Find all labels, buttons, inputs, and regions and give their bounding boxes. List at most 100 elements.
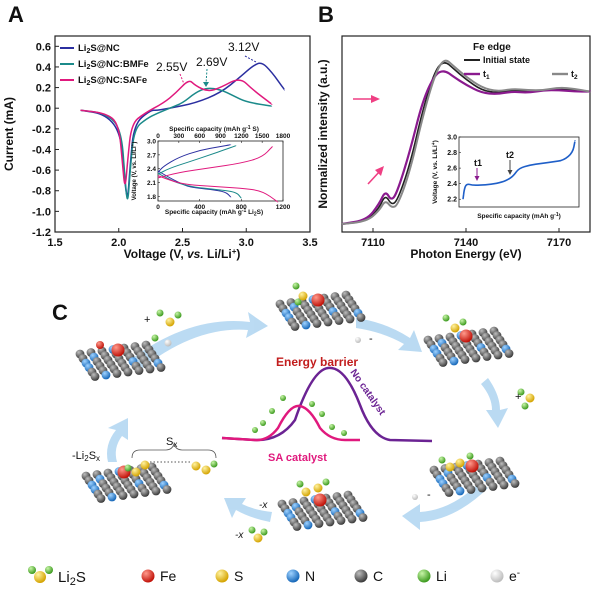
lithium-atom — [45, 566, 53, 574]
graphene-substrate — [81, 462, 172, 503]
panel-a-xtick-label: 2.5 — [175, 237, 190, 249]
energy-diagram: Energy barrier No catalyst SA catalyst — [221, 355, 433, 464]
legend-label-fe: Fe — [160, 568, 177, 584]
sulfur-atom — [253, 533, 263, 543]
lithium-atom — [252, 427, 258, 433]
carbon-atom — [314, 519, 324, 528]
panel-b-xtick-label: 7110 — [361, 237, 385, 249]
annotation-2-69v: 2.69V — [196, 55, 227, 69]
sulfur-atom — [165, 317, 175, 327]
carbon-atom — [290, 322, 300, 331]
inset-b-t2: t2 — [506, 150, 514, 160]
inset-a-ytick-label: 2.1 — [147, 180, 156, 187]
sx-label: Sx — [166, 436, 177, 449]
plus-e-label: + — [144, 314, 150, 326]
panel-b-chart: 7110 7140 7170 Normalized intensity (a.u.)… — [316, 35, 592, 261]
inset-a-discharge-curve — [157, 170, 232, 198]
legend-initial-state: Initial state — [483, 55, 530, 65]
minus-li-label-2: - — [427, 489, 431, 501]
series-li2s-nc-safe — [80, 79, 273, 185]
carbon-atom — [444, 488, 454, 497]
panel-a-xtick-label: 2.0 — [111, 237, 126, 249]
sulfur-atom — [455, 458, 465, 468]
carbon-atom — [466, 485, 476, 494]
carbon-atom — [510, 479, 520, 488]
graphene-substrate — [75, 340, 166, 381]
carbon-atom — [488, 482, 498, 491]
panel-b-ylabel: Normalized intensity (a.u.) — [316, 59, 330, 208]
carbon-atom — [336, 516, 346, 525]
lithium-atom — [459, 318, 467, 326]
panel-a-ytick-label: -0.6 — [32, 165, 51, 177]
inset-a-xtick-label: 800 — [236, 204, 247, 211]
sulfur-atom — [140, 460, 150, 470]
li-atom-icon — [417, 569, 431, 583]
inset-b-ylabel: Voltage (V, vs. Li/Li+) — [431, 140, 439, 204]
carbon-atom — [460, 355, 470, 364]
fe-atom-icon — [141, 569, 155, 583]
legend-li2s-nc-bmfe: Li2S@NC:BMFe — [78, 59, 149, 71]
inset-a-x2tick-label: 600 — [194, 133, 205, 140]
carbon-atom — [358, 513, 368, 522]
legend-label-s: S — [234, 568, 243, 584]
graphene-substrate — [423, 326, 514, 367]
lithium-atom — [442, 314, 450, 322]
panel-c-letter: C — [52, 300, 68, 325]
panel-a-ytick-label: -1.2 — [32, 227, 51, 239]
inset-a-ylabel: Voltage (V, vs. Li/Li+) — [130, 142, 138, 201]
panel-b-xlabel: Photon Energy (eV) — [410, 247, 521, 261]
panel-a-ytick-label: 0.4 — [36, 62, 52, 74]
panel-a-legend: Li2S@NC Li2S@NC:BMFe Li2S@NC:SAFe — [60, 43, 149, 87]
panel-a-ytick-label: 0.6 — [36, 41, 51, 53]
minus-x-labels: -x -x — [235, 500, 268, 541]
iron-atom — [96, 341, 104, 349]
inset-a-x2tick-label: 0 — [156, 133, 160, 140]
carbon-atom — [156, 363, 166, 372]
carbon-atom — [493, 350, 503, 360]
carbon-atom — [438, 358, 448, 367]
sa-catalyst-curve — [221, 404, 360, 442]
panel-b-arrows — [353, 95, 384, 185]
iron-atom — [313, 493, 327, 507]
carbon-atom — [112, 369, 122, 378]
no-catalyst-curve — [221, 366, 433, 443]
energy-barrier-label: Energy barrier — [276, 355, 358, 369]
sulfur-atom — [34, 571, 46, 583]
sulfur-atom — [131, 467, 141, 477]
panel-a-ytick-label: -0.2 — [32, 124, 51, 136]
inset-b-voltage-curve — [462, 140, 576, 200]
electron — [412, 494, 418, 500]
sulfur-atom — [445, 462, 455, 472]
carbon-atom — [477, 483, 487, 493]
panel-a-chart: -1.2 -1.0 -0.8 -0.6 -0.4 -0.2 0.0 0.2 0.4 0.6 1.5… — [2, 35, 318, 261]
sulfur-atom — [191, 461, 201, 471]
nitrogen-atom — [107, 492, 117, 502]
inset-b-xlabel: Specific capacity (mAh g-1) — [477, 212, 561, 220]
sign-labels: + - + - — [144, 314, 521, 501]
iron-atom — [111, 343, 125, 357]
lithium-atom — [309, 401, 315, 407]
inset-a-ytick-label: 1.8 — [147, 194, 156, 201]
iron-atom — [311, 293, 325, 307]
lithium-atom — [296, 480, 304, 488]
inset-a-x2tick-label: 1500 — [255, 133, 270, 140]
lithium-atom — [248, 526, 256, 534]
nitrogen-atom — [303, 520, 313, 530]
inset-b-ytick-label: 2.4 — [447, 181, 457, 188]
lithium-atom — [517, 388, 525, 396]
inset-a-xtick-label: 400 — [194, 204, 205, 211]
panel-b-legend: Initial state t1 t2 — [464, 55, 578, 81]
inset-a-top-label: Specific capacity (mAh g-1 S) — [169, 125, 259, 133]
electron — [164, 339, 172, 347]
inset-b-ytick-label: 3.0 — [447, 135, 457, 142]
inset-a-ytick-label: 3.0 — [147, 139, 156, 146]
panel-b-xtick-label: 7170 — [547, 237, 571, 249]
panel-b-letter: B — [318, 2, 334, 27]
electron-icon — [490, 569, 504, 583]
inset-a-x2tick-label: 300 — [173, 133, 184, 140]
legend-li2s-nc: Li2S@NC — [78, 43, 120, 55]
sulfur-atom — [313, 483, 323, 493]
carbon-atom — [499, 480, 509, 490]
legend-label-electron: e- — [509, 568, 520, 584]
